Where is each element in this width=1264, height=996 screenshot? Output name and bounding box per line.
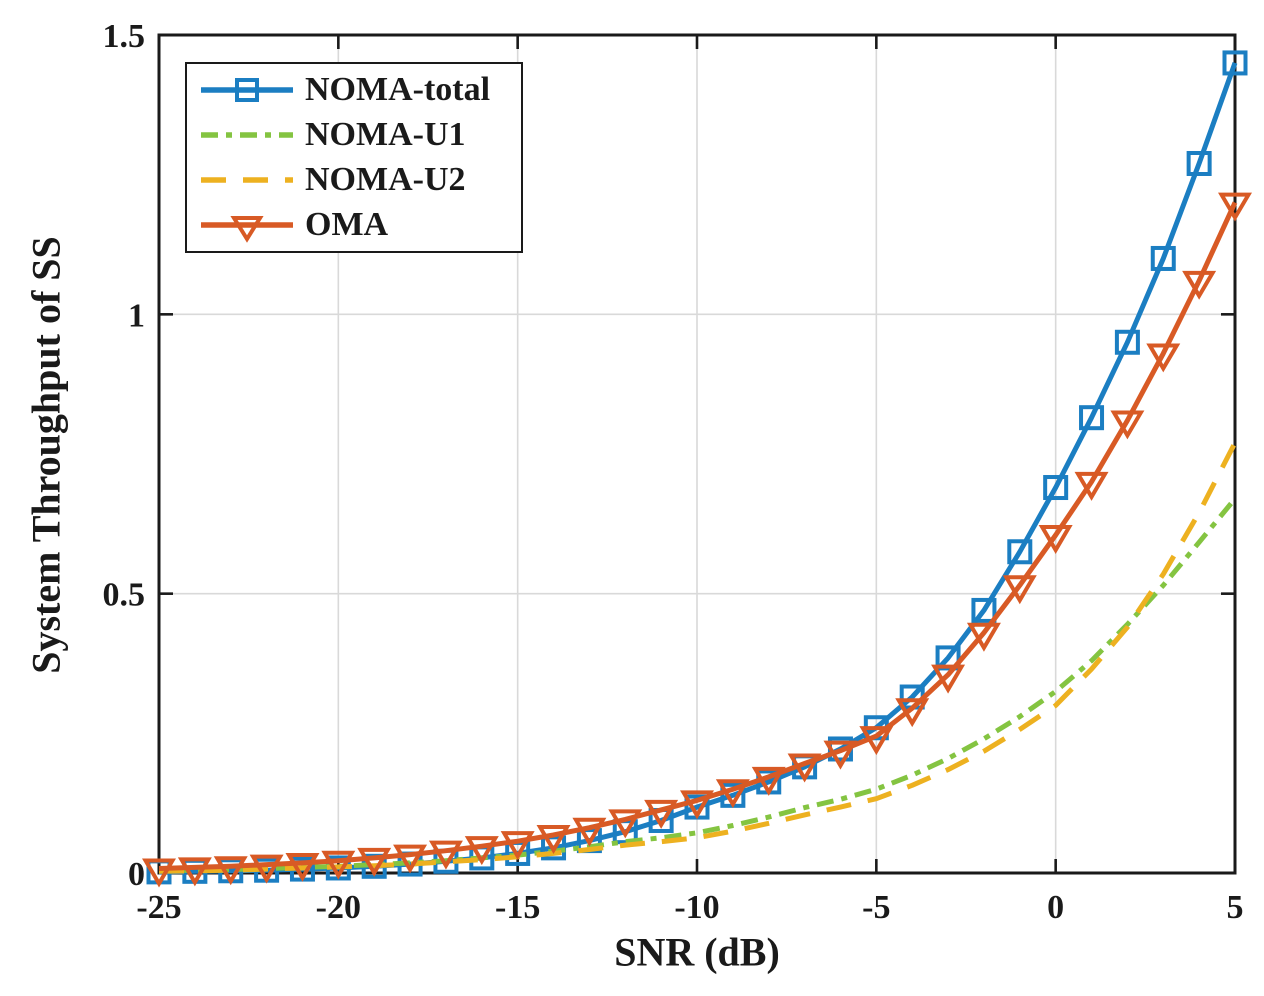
marker-triangle-down <box>464 836 499 866</box>
legend-item-noma-total: NOMA-total <box>199 68 521 113</box>
legend-label-oma: OMA <box>305 205 389 243</box>
marker-square <box>1079 405 1105 431</box>
marker-triangle-down <box>500 831 535 861</box>
marker-triangle-down <box>1074 471 1109 501</box>
marker-triangle-down <box>572 817 607 847</box>
series-line-oma <box>158 201 1238 871</box>
marker-triangle-down <box>1110 410 1145 440</box>
marker-triangle-down <box>680 790 714 820</box>
marker-square <box>1150 245 1176 271</box>
legend-item-noma-u1: NOMA-U1 <box>199 113 521 158</box>
marker-triangle-down <box>751 766 786 796</box>
marker-square <box>1114 329 1140 355</box>
x-tick-label: -10 <box>674 889 719 926</box>
marker-triangle-down <box>321 850 356 880</box>
x-tick-label: -25 <box>136 889 181 926</box>
x-tick-label: -20 <box>316 889 361 926</box>
marker-triangle-down <box>608 809 643 839</box>
marker-square <box>1043 475 1069 501</box>
legend-label-noma-u1: NOMA-U1 <box>305 116 466 154</box>
marker-square <box>1007 539 1033 565</box>
y-axis-label: System Throughput of SS <box>23 236 69 674</box>
legend-line-sample-noma-u1 <box>201 132 293 138</box>
marker-triangle-down <box>644 799 679 829</box>
legend-marker-square <box>235 78 259 103</box>
marker-triangle-down <box>393 844 428 874</box>
x-axis-label: SNR (dB) <box>614 929 780 975</box>
series-line-noma-u2 <box>158 441 1238 874</box>
marker-triangle-down <box>285 852 320 882</box>
marker-triangle-down <box>931 664 966 694</box>
x-tick-label: 0 <box>1047 889 1064 926</box>
marker-triangle-down <box>1038 525 1073 554</box>
legend-item-oma: OMA <box>199 202 521 247</box>
y-tick-label: 1.5 <box>103 18 146 55</box>
marker-triangle-down <box>177 857 212 887</box>
legend-label-noma-total: NOMA-total <box>305 71 491 109</box>
legend-marker-triangle-down <box>230 215 264 243</box>
legend-item-noma-u2: NOMA-U2 <box>199 158 521 203</box>
marker-triangle-down <box>142 858 176 888</box>
marker-triangle-down <box>357 847 392 877</box>
marker-triangle-down <box>859 726 894 756</box>
y-tick-label: 0 <box>128 856 145 893</box>
marker-triangle-down <box>895 698 930 728</box>
marker-triangle-down <box>428 840 463 870</box>
legend-line-sample-oma <box>201 215 293 243</box>
marker-triangle-down <box>1182 270 1217 300</box>
marker-square <box>1222 50 1248 76</box>
marker-triangle-down <box>823 740 858 770</box>
marker-triangle-down <box>536 825 571 854</box>
marker-triangle-down <box>1218 192 1252 222</box>
marker-triangle-down <box>213 856 248 886</box>
marker-triangle-down <box>787 753 822 783</box>
y-tick-label: 0.5 <box>103 577 146 614</box>
x-tick-label: -15 <box>495 889 540 926</box>
marker-square <box>971 597 997 623</box>
legend: NOMA-total NOMA-U1 NOMA-U2 OMA <box>185 62 523 253</box>
marker-triangle-down <box>249 854 284 884</box>
legend-label-noma-u2: NOMA-U2 <box>305 160 466 198</box>
marker-triangle-down <box>966 622 1001 652</box>
marker-triangle-down <box>1002 575 1037 605</box>
x-tick-label: -5 <box>862 889 890 926</box>
marker-triangle-down <box>715 779 750 809</box>
legend-line-sample-noma-total <box>201 78 293 103</box>
legend-line-sample-noma-u2 <box>201 177 293 183</box>
x-tick-label: 5 <box>1227 889 1244 926</box>
marker-triangle-down <box>1146 343 1181 373</box>
marker-square <box>1186 150 1212 176</box>
y-tick-label: 1 <box>128 297 145 334</box>
